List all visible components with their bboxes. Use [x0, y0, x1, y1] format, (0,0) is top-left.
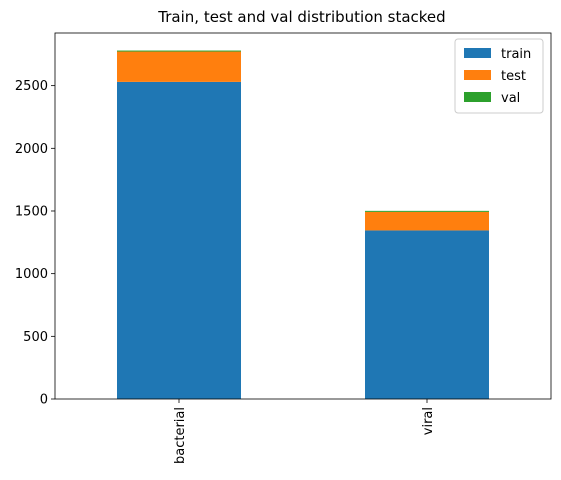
chart-title: Train, test and val distribution stacked [157, 8, 445, 26]
bar-val-viral [365, 210, 489, 212]
legend-label-val: val [501, 91, 520, 106]
y-tick-label: 1000 [15, 267, 48, 282]
y-tick-label: 1500 [15, 204, 48, 219]
x-tick-label: bacterial [173, 407, 188, 464]
bar-train-bacterial [117, 81, 241, 400]
legend: train test val [454, 38, 544, 114]
y-tick-label: 0 [40, 393, 48, 408]
plot-frame [54, 32, 552, 400]
axes-layer: bacterial viral 0 500 1000 1500 2000 2500 [15, 32, 552, 464]
bar-test-bacterial [117, 51, 241, 82]
y-tick-label: 2000 [15, 142, 48, 157]
legend-swatch-val [464, 92, 491, 102]
legend-label-train: train [501, 47, 531, 62]
bar-test-viral [365, 211, 489, 231]
legend-swatch-test [464, 70, 491, 80]
bar-val-bacterial [117, 50, 241, 52]
bars-layer [117, 50, 489, 400]
x-tick-label: viral [421, 407, 436, 435]
y-tick-label: 500 [23, 330, 48, 345]
bar-train-viral [365, 230, 489, 399]
legend-swatch-train [464, 48, 491, 58]
y-tick-label: 2500 [15, 79, 48, 94]
legend-label-test: test [501, 69, 526, 84]
